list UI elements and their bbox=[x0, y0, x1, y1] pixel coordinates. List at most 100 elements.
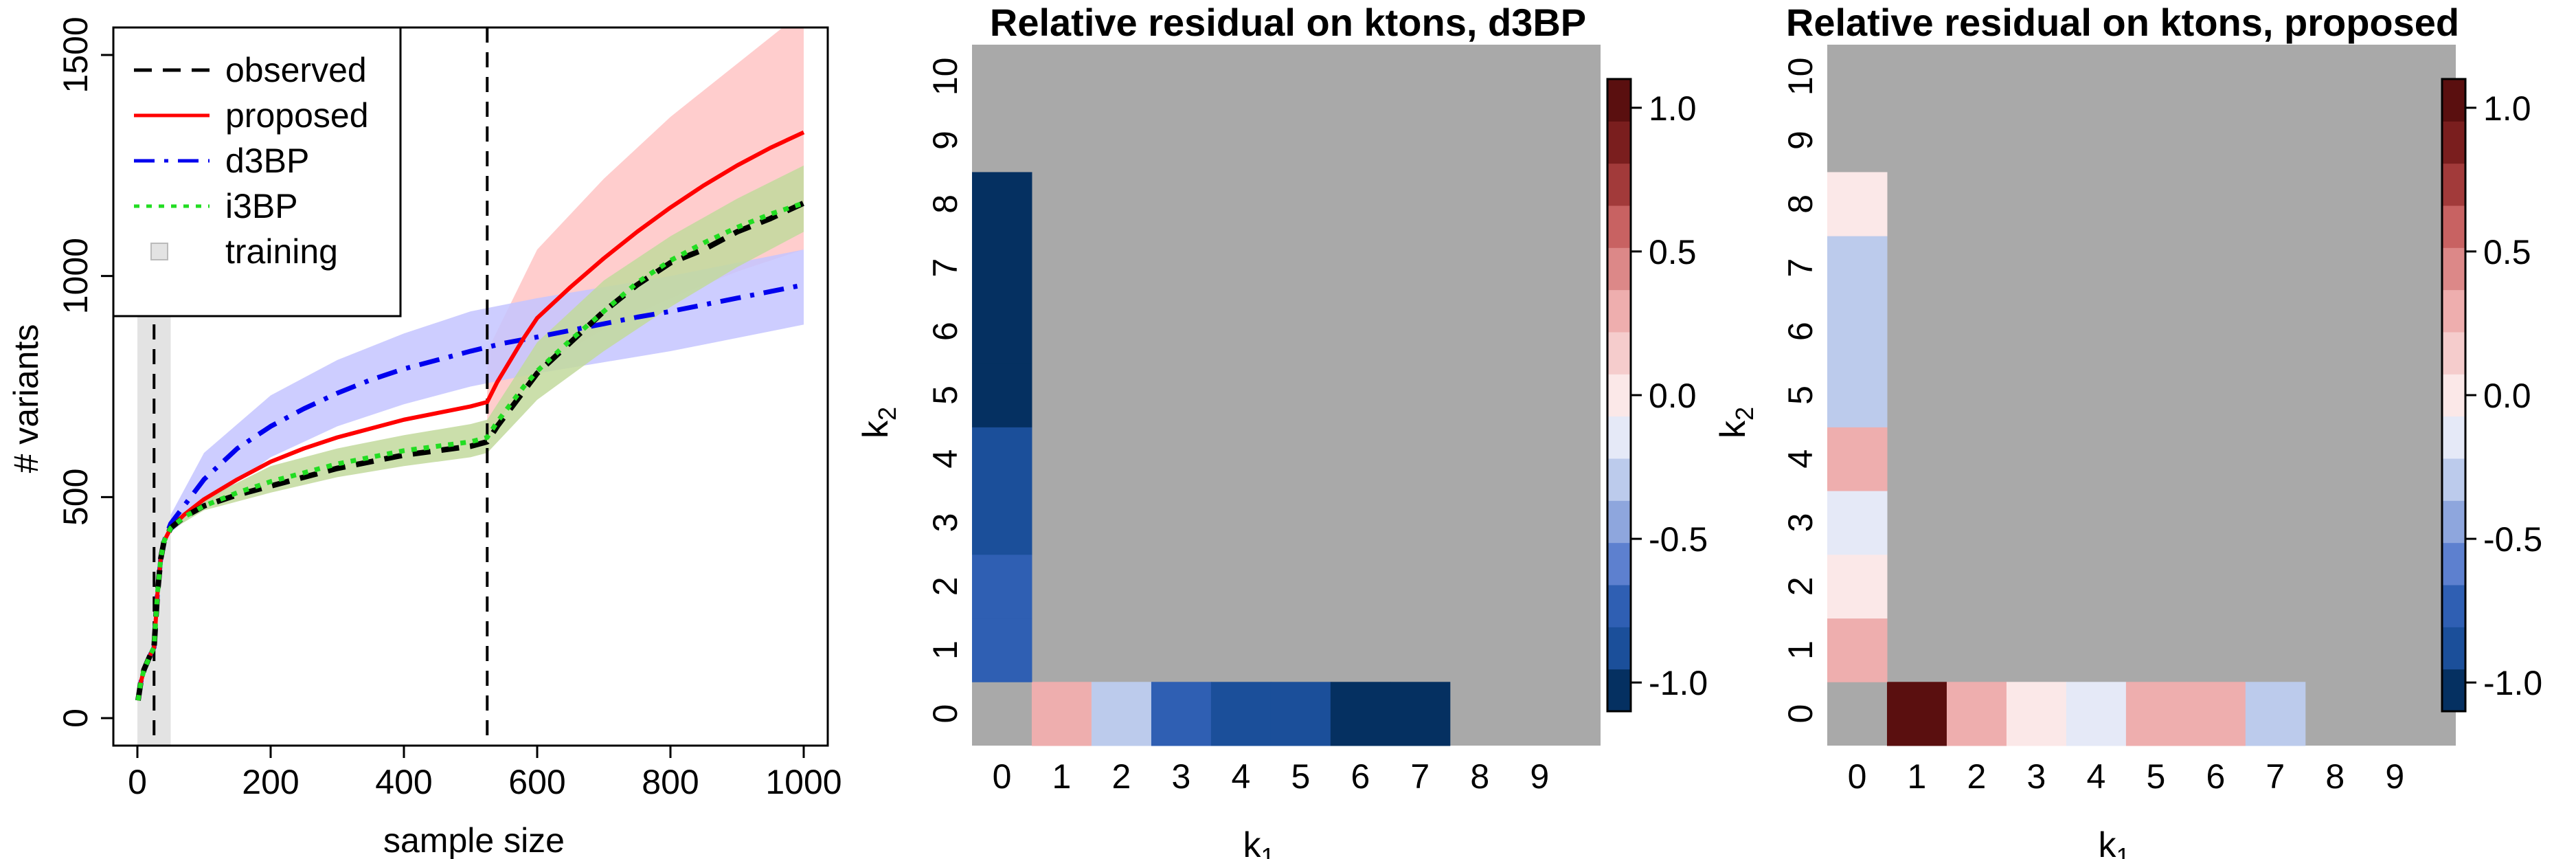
colorbar-segment bbox=[2442, 416, 2465, 459]
heatmap-cell bbox=[972, 172, 1032, 236]
heatmap-cell bbox=[2066, 682, 2127, 746]
legend-label-training: training bbox=[225, 232, 338, 271]
legend-label-observed: observed bbox=[225, 51, 367, 89]
heatmap-cell bbox=[1031, 682, 1092, 746]
legend-swatch-training bbox=[150, 243, 168, 260]
legend-label-d3bp: d3BP bbox=[225, 142, 309, 180]
k2-tick-label: 2 bbox=[1781, 577, 1820, 596]
k2-tick-label: 7 bbox=[926, 258, 964, 278]
k1-tick-label: 0 bbox=[1848, 757, 1867, 796]
heatmap-d3bp-body: 0 1 2 3 4 5 6 7 8 9 0 1 2 3 4 5 6 7 8 9 10 k1 k2 1.0 0.5 0.0 -0.5 -… bbox=[856, 45, 1708, 859]
k2-tick-label: 1 bbox=[926, 640, 964, 660]
heatmap-cell bbox=[1330, 682, 1391, 746]
k1-tick-label: 6 bbox=[2206, 757, 2225, 796]
k1-tick-label: 6 bbox=[1351, 757, 1370, 796]
colorbar-segment bbox=[1607, 542, 1631, 585]
k1-tick-label: 8 bbox=[2325, 757, 2345, 796]
y-tick-label: 1000 bbox=[56, 238, 95, 314]
heatmap-d3bp-title: Relative residual on ktons, d3BP bbox=[990, 1, 1586, 44]
line-chart-panel: sample size # variants 0 200 400 600 800 1000… bbox=[7, 16, 842, 859]
k1-subscript: 1 bbox=[2116, 843, 2129, 859]
heatmap-cell bbox=[1091, 682, 1152, 746]
k2-tick-label: 1 bbox=[1781, 640, 1820, 660]
heatmap-cell bbox=[1210, 682, 1272, 746]
k2-tick-label: 8 bbox=[926, 194, 964, 214]
colorbar-segment bbox=[2442, 79, 2465, 122]
k2-subscript: 2 bbox=[1730, 407, 1759, 421]
k2-tick-label: 5 bbox=[926, 386, 964, 405]
heatmap-cell bbox=[2245, 682, 2306, 746]
heatmap-cell bbox=[972, 363, 1032, 427]
colorbar-segment bbox=[1607, 289, 1631, 333]
heatmap-cell bbox=[972, 618, 1032, 682]
heatmap-cell bbox=[1827, 491, 1888, 555]
colorbar-tick-label: 1.0 bbox=[1649, 89, 1697, 128]
colorbar-segment bbox=[1607, 374, 1631, 417]
x-tick-label: 400 bbox=[375, 763, 432, 801]
heatmap-cell bbox=[1827, 236, 1888, 300]
colorbar-tick-label: 1.0 bbox=[2483, 89, 2531, 128]
k2-tick-label: 2 bbox=[926, 577, 964, 596]
k1-tick-label: 4 bbox=[2086, 757, 2105, 796]
colorbar-tick-label: -0.5 bbox=[2483, 520, 2542, 559]
colorbar-segment bbox=[1607, 627, 1631, 670]
colorbar-segment bbox=[2442, 500, 2465, 544]
legend-label-i3bp: i3BP bbox=[225, 187, 298, 225]
colorbar-segment bbox=[1607, 205, 1631, 248]
heatmap-cell bbox=[972, 299, 1032, 364]
heatmap-cell bbox=[972, 236, 1032, 300]
heatmap-proposed-title: Relative residual on ktons, proposed bbox=[1786, 1, 2459, 44]
k2-tick-label: 10 bbox=[1781, 58, 1820, 96]
colorbar-segment bbox=[2442, 374, 2465, 417]
k2-tick-label: 9 bbox=[926, 131, 964, 150]
k1-tick-label: 4 bbox=[1231, 757, 1250, 796]
colorbar-segment bbox=[2442, 669, 2465, 712]
na-background bbox=[972, 45, 1601, 746]
colorbar-segment bbox=[2442, 205, 2465, 248]
k1-tick-label: 9 bbox=[2385, 757, 2404, 796]
colorbar-segment bbox=[1607, 163, 1631, 206]
y-tick-label: 1500 bbox=[56, 16, 95, 93]
k2-tick-label: 3 bbox=[1781, 513, 1820, 533]
line-chart-xlabel: sample size bbox=[383, 821, 565, 859]
band-i3bp bbox=[170, 165, 804, 531]
colorbar-segment bbox=[1607, 332, 1631, 375]
k2-tick-label: 0 bbox=[1781, 704, 1820, 724]
heatmap-d3bp-panel: Relative residual on ktons, d3BP 0 1 2 3 4 5 6… bbox=[856, 1, 1708, 859]
k1-tick-label: 3 bbox=[2027, 757, 2046, 796]
heatmap-proposed-body: 0 1 2 3 4 5 6 7 8 9 0 1 2 3 4 5 6 7 8 9 10 k1 k2 1.0 0.5 0.0 -0.5 -… bbox=[1713, 45, 2542, 859]
heatmap-cell bbox=[1827, 618, 1888, 682]
k1-tick-label: 1 bbox=[1052, 757, 1072, 796]
heatmap-cell bbox=[1827, 427, 1888, 491]
k1-tick-label: 7 bbox=[2266, 757, 2285, 796]
k1-tick-label: 5 bbox=[1291, 757, 1310, 796]
k1-tick-label: 5 bbox=[2146, 757, 2165, 796]
k2-tick-label: 6 bbox=[926, 322, 964, 341]
k2-tick-label: 8 bbox=[1781, 194, 1820, 214]
colorbar-segment bbox=[1607, 500, 1631, 544]
heatmap-cell bbox=[2185, 682, 2246, 746]
heatmap-cell bbox=[972, 554, 1032, 619]
k1-tick-label: 2 bbox=[1112, 757, 1131, 796]
colorbar-segment bbox=[2442, 247, 2465, 291]
colorbar-tick-label: -1.0 bbox=[2483, 664, 2542, 702]
series-lines bbox=[135, 130, 805, 701]
k2-axis-label: k2 bbox=[856, 407, 901, 438]
heatmap-cell bbox=[1390, 682, 1451, 746]
x-tick-label: 1000 bbox=[765, 763, 841, 801]
x-tick-label: 800 bbox=[642, 763, 699, 801]
k2-tick-label: 9 bbox=[1781, 131, 1820, 150]
colorbar-segment bbox=[1607, 669, 1631, 712]
heatmap-cell bbox=[2125, 682, 2187, 746]
y-tick-label: 500 bbox=[56, 469, 95, 526]
colorbar-segment bbox=[1607, 247, 1631, 291]
k1-tick-label: 9 bbox=[1530, 757, 1549, 796]
colorbar-segment bbox=[2442, 121, 2465, 164]
x-tick-label: 200 bbox=[242, 763, 299, 801]
k2-tick-label: 10 bbox=[926, 58, 964, 96]
heatmap-cell bbox=[1151, 682, 1212, 746]
heatmap-cell bbox=[972, 491, 1032, 555]
k1-axis-label: k1 bbox=[1243, 825, 1274, 859]
heatmap-cell bbox=[1270, 682, 1331, 746]
